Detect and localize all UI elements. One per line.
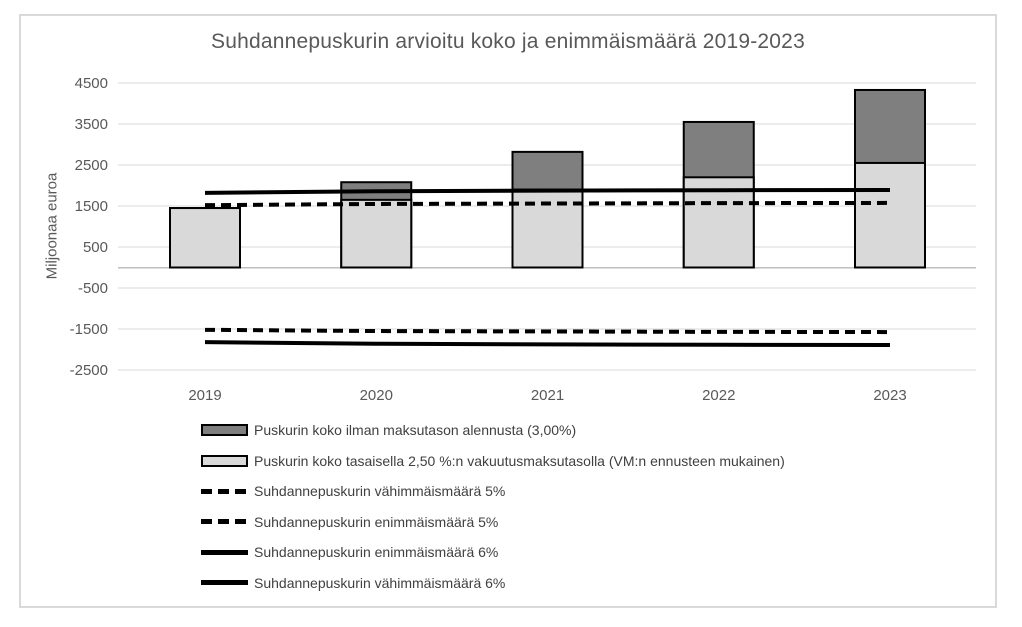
legend-label: Suhdannepuskurin enimmäismäärä 5%	[254, 513, 499, 530]
bar-segment-light	[340, 198, 413, 269]
y-tick-label: 3500	[75, 116, 108, 133]
legend-item-min-5pct: Suhdannepuskurin vähimmäismäärä 5%	[201, 476, 785, 507]
legend-item-max-5pct: Suhdannepuskurin enimmäismäärä 5%	[201, 507, 785, 538]
y-tick-label: 1500	[75, 198, 108, 215]
chart-title: Suhdannepuskurin arvioitu koko ja enimmä…	[211, 30, 805, 53]
legend-label: Puskurin koko ilman maksutason alennusta…	[254, 422, 577, 439]
y-tick-label: 2500	[75, 157, 108, 174]
y-tick-label: -500	[78, 280, 108, 297]
bar-segment-light	[682, 176, 755, 269]
legend-item-max-6pct: Suhdannepuskurin enimmäismäärä 6%	[201, 537, 785, 568]
legend-swatch-bar-light	[201, 454, 248, 467]
y-tick-label: -1500	[70, 321, 108, 338]
legend-label: Suhdannepuskurin vähimmäismäärä 5%	[254, 483, 506, 500]
y-tick-label: -2500	[70, 362, 108, 379]
legend-label: Puskurin koko tasaisella 2,50 %:n vakuut…	[254, 452, 785, 469]
bar-segment-light	[511, 188, 584, 269]
legend-label: Suhdannepuskurin vähimmäismäärä 6%	[254, 574, 506, 591]
legend-swatch-bar-dark	[201, 424, 248, 437]
legend-label: Suhdannepuskurin enimmäismäärä 6%	[254, 544, 499, 561]
bar-segment-light	[169, 207, 241, 269]
x-axis-label: 2023	[873, 387, 906, 404]
y-tick-label: 4500	[75, 75, 108, 92]
legend-swatch-line-dashed	[201, 519, 248, 525]
series-line-solid	[204, 188, 891, 195]
bar-segment-light	[854, 161, 926, 269]
series-line-solid	[204, 340, 891, 347]
y-tick-label: 500	[83, 239, 108, 256]
x-axis-label: 2020	[360, 387, 393, 404]
x-axis-label: 2021	[531, 387, 564, 404]
legend-swatch-line-solid	[201, 580, 248, 586]
x-axis-label: 2019	[188, 387, 221, 404]
legend-swatch-line-solid	[201, 549, 248, 555]
chart-frame	[19, 14, 997, 608]
legend-item-buffer-3pct: Puskurin koko ilman maksutason alennusta…	[201, 415, 785, 446]
x-axis-label: 2022	[702, 387, 735, 404]
series-line-dashed	[204, 200, 891, 208]
legend-item-buffer-250pct: Puskurin koko tasaisella 2,50 %:n vakuut…	[201, 446, 785, 477]
series-line-dashed	[204, 327, 891, 335]
legend-swatch-line-dashed	[201, 488, 248, 494]
legend-item-min-6pct: Suhdannepuskurin vähimmäismäärä 6%	[201, 568, 785, 599]
legend: Puskurin koko ilman maksutason alennusta…	[201, 415, 785, 598]
